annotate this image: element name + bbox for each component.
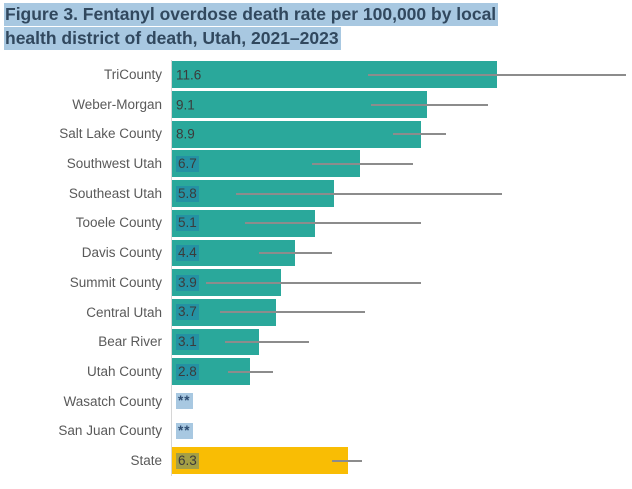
error-bar bbox=[331, 459, 363, 462]
plot-cell: ** bbox=[171, 416, 632, 446]
error-bar bbox=[205, 281, 422, 284]
category-label: Summit County bbox=[69, 274, 162, 290]
bar bbox=[172, 120, 422, 148]
plot-cell: ** bbox=[171, 386, 632, 417]
error-bar bbox=[244, 222, 422, 225]
chart-row: Davis County 4.4 bbox=[0, 238, 632, 268]
plot-cell: 3.1 bbox=[171, 327, 632, 357]
category-label: Utah County bbox=[86, 363, 162, 379]
plot-cell: 6.7 bbox=[171, 149, 632, 179]
bar-chart: TriCounty 11.6 Weber-Morgan 9.1 Salt Lak… bbox=[0, 60, 632, 476]
error-bar bbox=[258, 251, 332, 254]
plot-cell: 5.8 bbox=[171, 178, 632, 209]
category-label: Davis County bbox=[81, 245, 162, 261]
category-label: Wasatch County bbox=[63, 393, 162, 409]
error-bar bbox=[227, 370, 273, 373]
category-label: Southwest Utah bbox=[66, 156, 162, 172]
value-label: 5.8 bbox=[176, 185, 199, 202]
value-label: ** bbox=[176, 393, 193, 410]
value-label: ** bbox=[176, 423, 193, 440]
plot-cell: 9.1 bbox=[171, 89, 632, 120]
error-bar bbox=[236, 192, 503, 195]
plot-cell: 2.8 bbox=[171, 356, 632, 387]
chart-row: Wasatch County ** bbox=[0, 386, 632, 417]
bar bbox=[172, 447, 349, 475]
error-bar bbox=[393, 133, 447, 136]
value-label: 9.1 bbox=[176, 97, 195, 113]
plot-cell: 11.6 bbox=[171, 60, 632, 90]
category-label: TriCounty bbox=[103, 67, 162, 82]
category-label: Bear River bbox=[98, 334, 162, 350]
category-label: Tooele County bbox=[75, 215, 162, 231]
value-label: 8.9 bbox=[176, 126, 195, 142]
chart-row: Utah County 2.8 bbox=[0, 356, 632, 387]
value-label: 3.7 bbox=[176, 304, 199, 321]
chart-row: Southwest Utah 6.7 bbox=[0, 149, 632, 179]
category-label: State bbox=[130, 452, 162, 468]
error-bar bbox=[225, 341, 310, 344]
chart-row: Salt Lake County 8.9 bbox=[0, 119, 632, 150]
value-label: 3.1 bbox=[176, 334, 199, 351]
chart-row: State 6.3 bbox=[0, 445, 632, 476]
chart-row: Central Utah 3.7 bbox=[0, 297, 632, 328]
value-label: 6.3 bbox=[176, 452, 199, 469]
category-label: Southeast Utah bbox=[68, 185, 162, 201]
category-label: Central Utah bbox=[86, 304, 162, 320]
chart-row: Southeast Utah 5.8 bbox=[0, 178, 632, 209]
error-bar bbox=[367, 73, 626, 76]
value-label: 6.7 bbox=[176, 155, 199, 172]
chart-row: Summit County 3.9 bbox=[0, 267, 632, 298]
figure-title-line-1-text: Figure 3. Fentanyl overdose death rate p… bbox=[4, 3, 499, 26]
plot-cell: 3.9 bbox=[171, 267, 632, 298]
error-bar bbox=[311, 162, 413, 165]
plot-cell: 3.7 bbox=[171, 297, 632, 328]
category-label: San Juan County bbox=[58, 423, 162, 439]
chart-row: San Juan County ** bbox=[0, 416, 632, 446]
plot-cell: 8.9 bbox=[171, 119, 632, 150]
figure-title-line-2-text: health district of death, Utah, 2021–202… bbox=[4, 26, 341, 50]
value-label: 11.6 bbox=[176, 67, 202, 83]
figure-title: Figure 3. Fentanyl overdose death rate p… bbox=[0, 0, 632, 50]
chart-row: Tooele County 5.1 bbox=[0, 208, 632, 239]
chart-row: Weber-Morgan 9.1 bbox=[0, 89, 632, 120]
figure-title-line-1: Figure 3. Fentanyl overdose death rate p… bbox=[4, 3, 628, 27]
plot-cell: 5.1 bbox=[171, 208, 632, 239]
category-label: Weber-Morgan bbox=[72, 96, 162, 112]
value-label: 4.4 bbox=[176, 244, 199, 261]
plot-cell: 6.3 bbox=[171, 445, 632, 476]
value-label: 5.1 bbox=[176, 215, 199, 232]
category-label: Salt Lake County bbox=[59, 126, 162, 142]
value-label: 2.8 bbox=[176, 363, 199, 380]
value-label: 3.9 bbox=[176, 274, 199, 291]
error-bar bbox=[219, 311, 366, 314]
error-bar bbox=[370, 103, 489, 106]
plot-cell: 4.4 bbox=[171, 238, 632, 268]
chart-row: TriCounty 11.6 bbox=[0, 60, 632, 90]
chart-row: Bear River 3.1 bbox=[0, 327, 632, 357]
figure-title-line-2: health district of death, Utah, 2021–202… bbox=[4, 26, 628, 51]
